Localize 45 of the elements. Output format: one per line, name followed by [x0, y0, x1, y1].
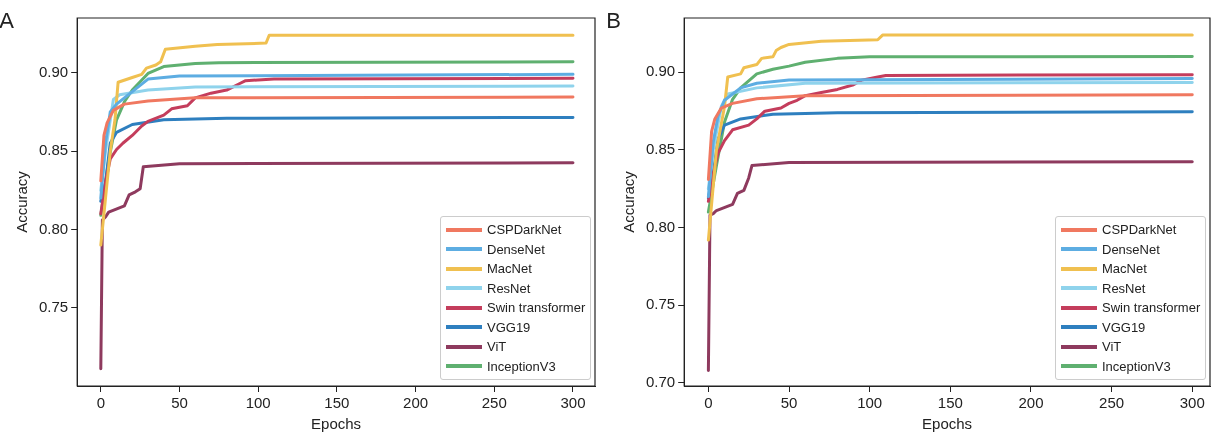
legend-label: InceptionV3 [487, 358, 556, 374]
x-axis-title: Epochs [311, 415, 362, 433]
y-tick-label: 0.85 [38, 141, 69, 159]
y-tick-label: 0.90 [38, 62, 69, 80]
x-tick-label: 200 [1018, 394, 1044, 412]
y-tick-label: 0.90 [645, 62, 676, 80]
x-tick-label: 200 [403, 394, 429, 412]
legend-label: ResNet [1102, 280, 1146, 296]
x-tick-label: 300 [1179, 394, 1205, 412]
chart-title: B [606, 8, 621, 34]
legend-label: ViT [1102, 339, 1122, 355]
legend-label: DenseNet [487, 241, 545, 257]
x-tick-label: 250 [1099, 394, 1125, 412]
y-tick-label: 0.80 [38, 219, 69, 237]
x-tick-label: 100 [857, 394, 883, 412]
legend-label: ResNet [487, 280, 531, 296]
y-tick-label: 0.85 [645, 140, 676, 158]
x-axis-title: Epochs [922, 415, 973, 433]
legend-label: VGG19 [1102, 319, 1146, 335]
legend-label: MacNet [1102, 261, 1147, 277]
legend-label: VGG19 [487, 319, 531, 335]
y-axis-title: Accuracy [620, 170, 638, 233]
legend-label: Swin transformer [1102, 300, 1201, 316]
y-tick-label: 0.80 [645, 217, 676, 235]
legend-label: ViT [487, 339, 507, 355]
legend-label: DenseNet [1102, 241, 1160, 257]
y-tick-label: 0.75 [38, 297, 69, 315]
legend-label: MacNet [487, 261, 532, 277]
legend-label: CSPDarkNet [487, 222, 562, 238]
y-tick-label: 0.70 [645, 373, 676, 391]
x-tick-label: 150 [937, 394, 963, 412]
y-tick-label: 0.75 [645, 295, 676, 313]
x-tick-label: 0 [96, 394, 105, 412]
x-tick-label: 100 [245, 394, 271, 412]
y-axis-title: Accuracy [13, 170, 31, 233]
x-tick-label: 250 [481, 394, 507, 412]
x-tick-label: 300 [560, 394, 586, 412]
x-tick-label: 150 [324, 394, 350, 412]
chart-title: A [0, 8, 14, 34]
x-tick-label: 50 [780, 394, 798, 412]
x-tick-label: 0 [704, 394, 713, 412]
legend-label: CSPDarkNet [1102, 222, 1177, 238]
legend-label: Swin transformer [487, 300, 586, 316]
legend-label: InceptionV3 [1102, 358, 1171, 374]
x-tick-label: 50 [171, 394, 188, 412]
